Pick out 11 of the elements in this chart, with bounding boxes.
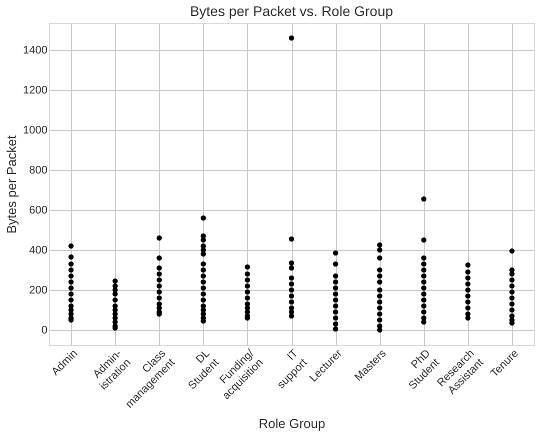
y-tick-label: 200: [29, 284, 48, 296]
y-tick-label: 800: [29, 164, 48, 176]
x-axis-title: Role Group: [258, 416, 326, 431]
y-tick-label: 1400: [23, 44, 48, 56]
y-axis-title: Bytes per Packet: [4, 134, 20, 234]
y-tick-label: 0: [41, 324, 48, 336]
y-tick-label: 400: [29, 244, 48, 256]
chart-title: Bytes per Packet vs. Role Group: [190, 3, 394, 19]
y-tick-label: 1200: [23, 84, 48, 96]
y-tick-label: 1000: [23, 124, 48, 136]
y-tick-label: 600: [29, 204, 48, 216]
